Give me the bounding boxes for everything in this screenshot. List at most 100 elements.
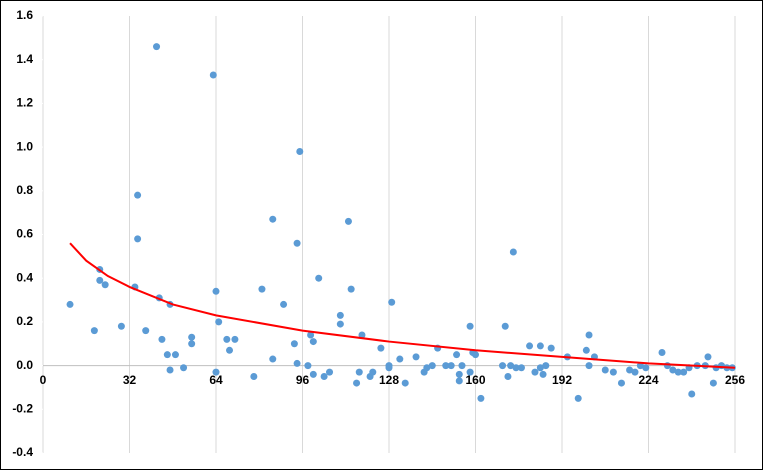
x-tick-label: 64	[209, 373, 223, 387]
y-tick-label: 1.4	[16, 52, 33, 66]
point	[163, 351, 171, 359]
y-tick-label: 1.6	[16, 8, 33, 22]
point	[688, 390, 696, 398]
x-tick-label: 256	[725, 373, 745, 387]
point	[134, 191, 142, 199]
point	[369, 368, 377, 376]
x-tick-label: 32	[123, 373, 137, 387]
point	[680, 368, 688, 376]
point	[526, 342, 534, 350]
y-tick-label: 0.2	[16, 314, 33, 328]
point	[315, 274, 323, 282]
point	[412, 353, 420, 361]
point	[582, 346, 590, 354]
point	[674, 368, 682, 376]
point	[269, 215, 277, 223]
point	[90, 327, 98, 335]
point	[626, 366, 634, 374]
point	[134, 235, 142, 243]
point	[290, 340, 298, 348]
point	[304, 362, 312, 370]
point	[171, 351, 179, 359]
point	[215, 318, 223, 326]
point	[542, 362, 550, 370]
point	[507, 362, 515, 370]
point	[663, 362, 671, 370]
point	[307, 331, 315, 339]
point	[504, 373, 512, 381]
point	[188, 333, 196, 341]
y-tick-label: 1.0	[16, 139, 33, 153]
point	[428, 362, 436, 370]
point	[158, 335, 166, 343]
point	[442, 362, 450, 370]
point	[658, 348, 666, 356]
point	[212, 287, 220, 295]
trend-line	[69, 242, 736, 369]
point	[293, 359, 301, 367]
point	[326, 368, 334, 376]
point	[250, 373, 258, 381]
point	[512, 364, 520, 372]
point	[601, 366, 609, 374]
point	[188, 340, 196, 348]
point	[66, 300, 74, 308]
point	[447, 362, 455, 370]
y-tick-label: 0.8	[16, 183, 33, 197]
x-tick-label: 224	[638, 373, 658, 387]
point	[344, 217, 352, 225]
point	[223, 335, 231, 343]
x-tick-label: 192	[552, 373, 572, 387]
point	[531, 368, 539, 376]
point	[231, 335, 239, 343]
point	[585, 331, 593, 339]
point	[353, 379, 361, 387]
point	[96, 276, 104, 284]
point	[153, 43, 161, 51]
x-tick-label: 128	[379, 373, 399, 387]
point	[539, 370, 547, 378]
point	[101, 281, 109, 289]
point	[466, 368, 474, 376]
point	[709, 379, 717, 387]
point	[501, 322, 509, 330]
point	[293, 239, 301, 247]
point	[336, 320, 344, 328]
point	[509, 248, 517, 256]
point	[377, 344, 385, 352]
point	[212, 368, 220, 376]
point	[453, 351, 461, 359]
point	[499, 362, 507, 370]
point	[423, 364, 431, 372]
point	[385, 364, 393, 372]
point	[166, 366, 174, 374]
point	[631, 368, 639, 376]
point	[517, 364, 525, 372]
point	[477, 394, 485, 402]
x-tick-label: 0	[40, 373, 47, 387]
point	[617, 379, 625, 387]
point	[642, 364, 650, 372]
point	[585, 362, 593, 370]
point	[472, 351, 479, 359]
point	[142, 327, 150, 335]
point	[536, 342, 544, 350]
y-tick-label: -0.2	[12, 401, 33, 415]
point	[226, 346, 234, 354]
point	[320, 373, 328, 381]
point	[669, 366, 677, 374]
point	[401, 379, 409, 387]
point	[358, 331, 366, 339]
y-tick-label: 0.4	[16, 270, 33, 284]
y-tick-label: 0.6	[16, 227, 33, 241]
y-tick-label: 1.2	[16, 96, 33, 110]
point	[336, 311, 344, 319]
y-tick-label: -0.4	[12, 445, 33, 459]
point	[547, 344, 555, 352]
y-tick-label: 0.0	[16, 358, 33, 372]
point	[574, 394, 582, 402]
point	[396, 355, 404, 363]
point	[388, 298, 396, 306]
